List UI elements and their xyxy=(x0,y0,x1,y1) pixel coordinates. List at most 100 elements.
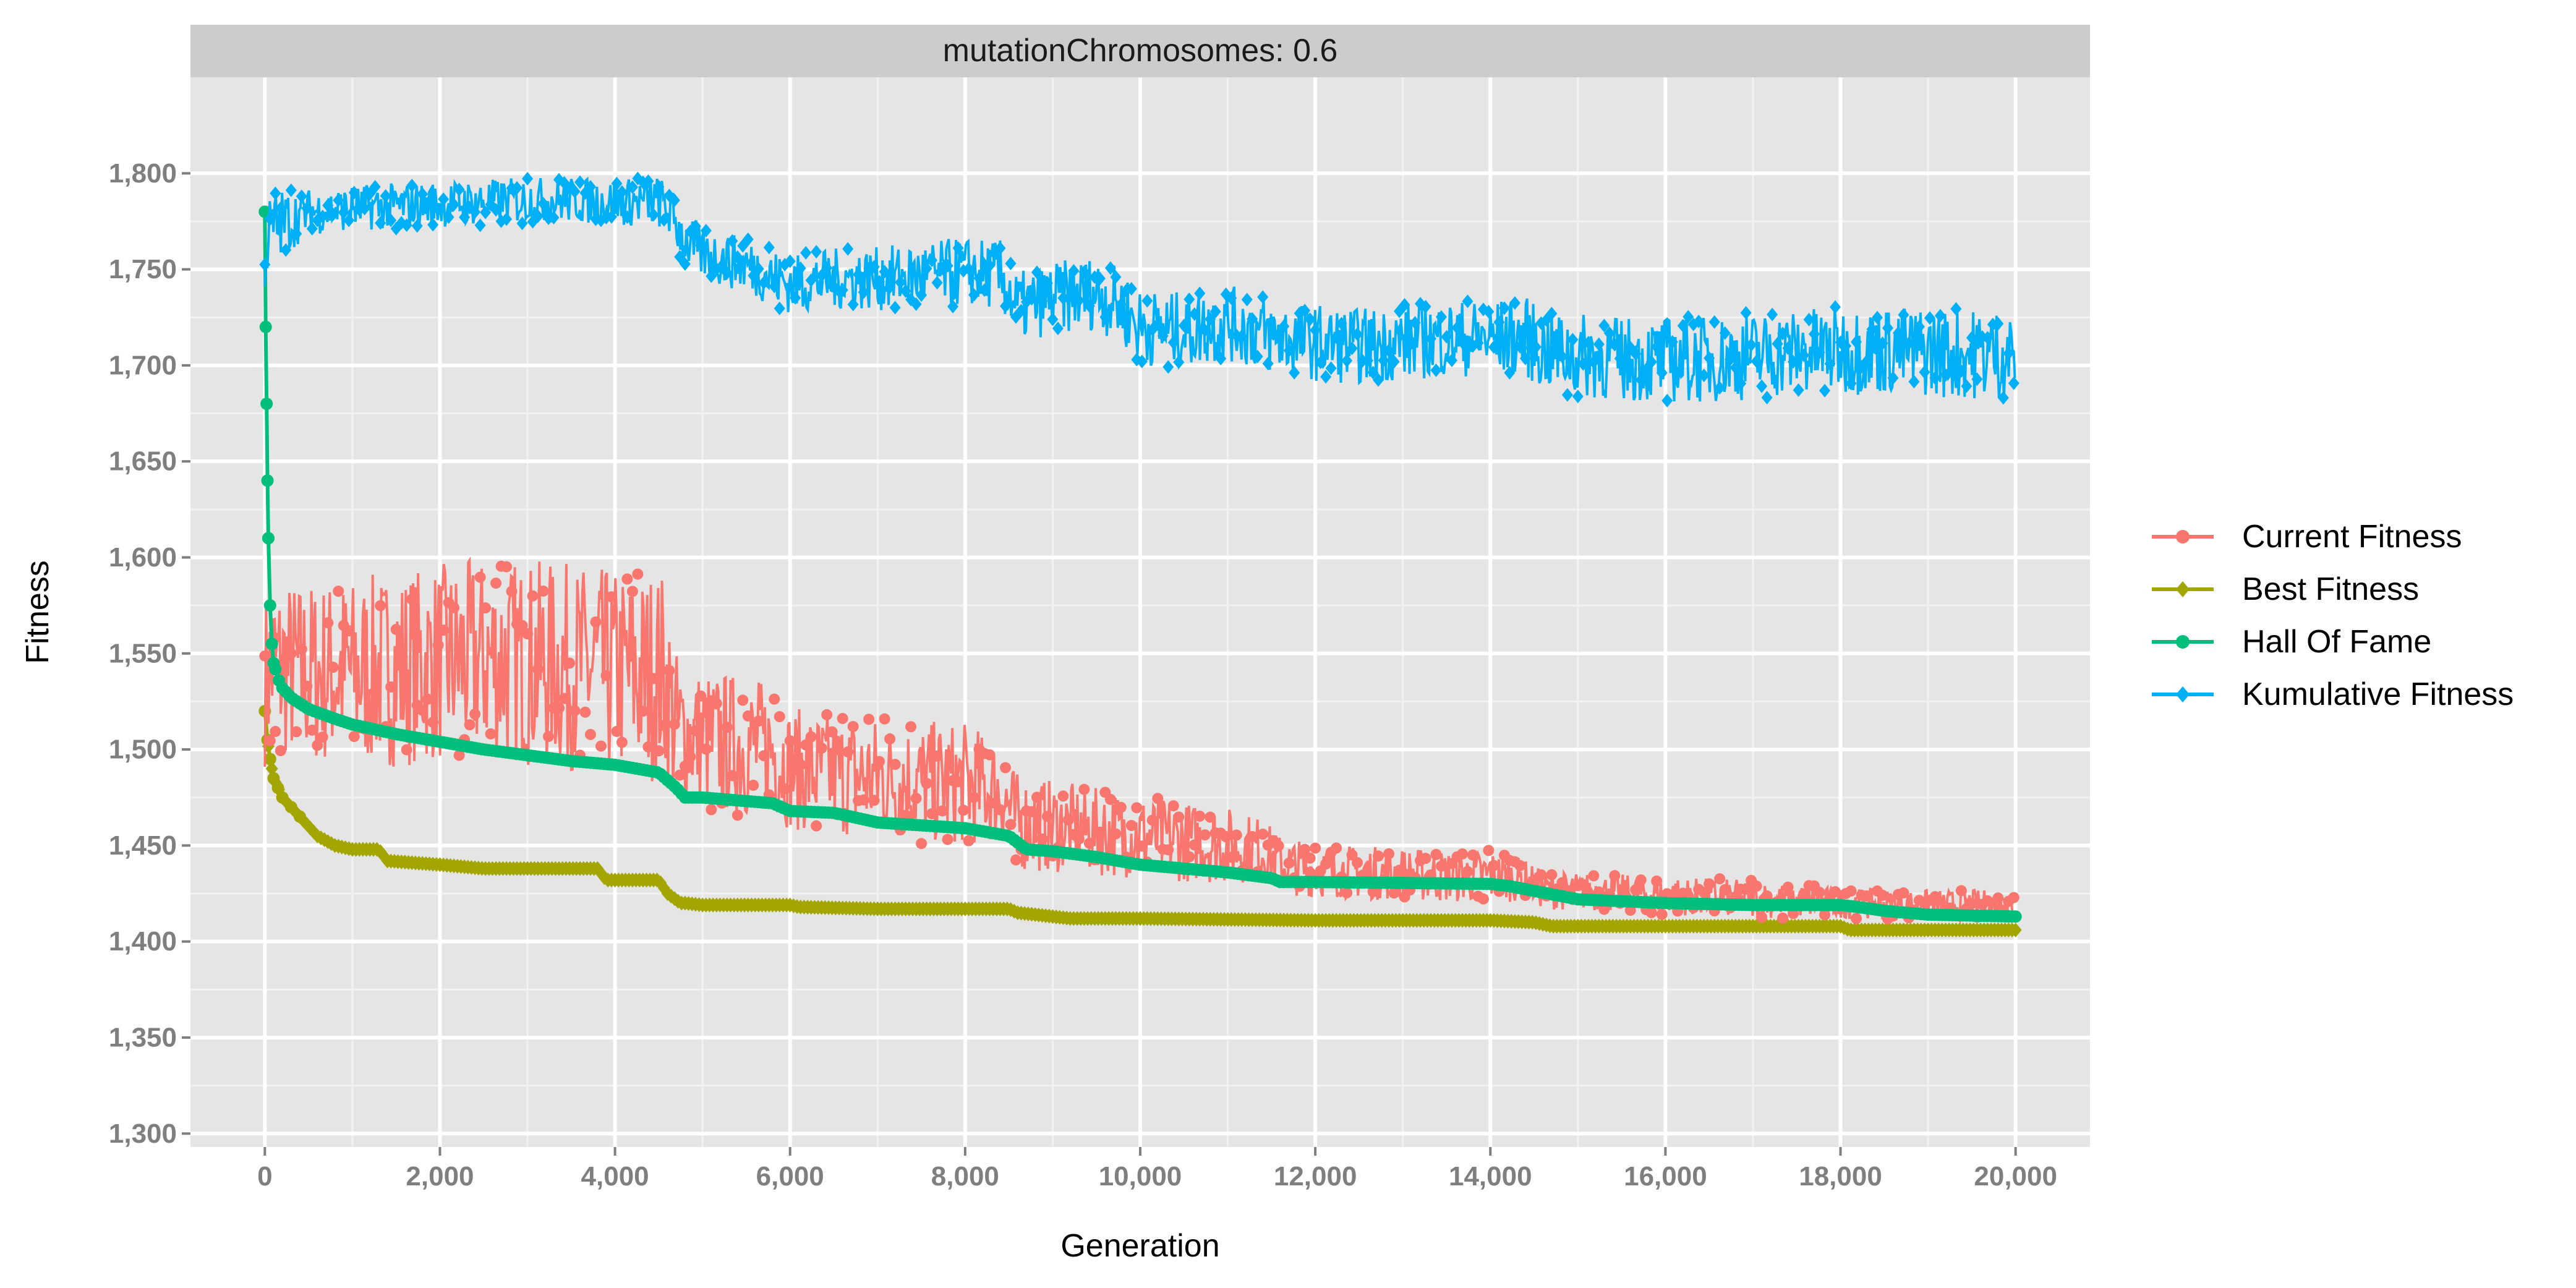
data-point xyxy=(1572,390,1584,404)
data-point xyxy=(338,205,349,220)
data-point xyxy=(438,192,450,207)
data-point xyxy=(952,776,964,788)
data-point xyxy=(1603,326,1615,340)
x-tick-label: 20,000 xyxy=(1974,1161,2057,1192)
data-point xyxy=(1908,375,1920,389)
data-point xyxy=(1367,886,1379,898)
data-point xyxy=(816,742,827,754)
data-point xyxy=(1651,339,1663,354)
data-point xyxy=(1236,329,1248,343)
data-point xyxy=(522,628,534,640)
data-point xyxy=(1725,352,1736,367)
data-point xyxy=(1866,322,1878,336)
data-point xyxy=(380,189,391,203)
data-point xyxy=(653,179,665,194)
data-point xyxy=(779,783,791,795)
data-point xyxy=(1882,321,1893,335)
data-point xyxy=(301,201,313,215)
data-point xyxy=(837,283,848,297)
data-point xyxy=(611,176,623,190)
data-point xyxy=(937,805,949,817)
data-point xyxy=(1257,290,1269,304)
data-point xyxy=(1830,886,1841,898)
data-point xyxy=(1772,337,1783,351)
data-point xyxy=(1310,842,1321,854)
data-point xyxy=(1546,869,1558,881)
data-point xyxy=(774,711,785,723)
x-tick-label: 0 xyxy=(257,1161,272,1192)
data-point xyxy=(1767,307,1778,322)
data-point xyxy=(301,680,313,692)
data-point xyxy=(522,171,534,186)
data-point xyxy=(611,725,623,737)
data-point xyxy=(1824,357,1836,371)
data-point xyxy=(1898,887,1909,899)
data-point xyxy=(375,600,386,612)
data-point xyxy=(1378,353,1389,367)
data-point xyxy=(385,681,397,693)
data-point xyxy=(1509,296,1520,310)
data-point xyxy=(417,187,429,201)
data-point xyxy=(1062,814,1074,825)
data-point xyxy=(427,218,439,232)
data-point xyxy=(1845,885,1857,897)
data-point xyxy=(1546,307,1558,321)
data-point xyxy=(1913,320,1925,334)
data-point xyxy=(721,722,733,733)
data-point xyxy=(1110,828,1122,840)
y-tick-label: 1,400 xyxy=(109,926,177,957)
data-point xyxy=(1041,811,1053,822)
data-point xyxy=(926,253,938,267)
legend-label: Hall Of Fame xyxy=(2242,624,2431,660)
data-point xyxy=(668,719,680,730)
data-point xyxy=(1110,270,1122,284)
data-point xyxy=(1798,889,1810,900)
data-point xyxy=(516,620,528,631)
data-point xyxy=(900,284,911,298)
data-point xyxy=(842,746,854,758)
data-point xyxy=(443,210,454,224)
data-point xyxy=(758,276,770,290)
data-point xyxy=(653,745,665,757)
data-point xyxy=(285,647,297,659)
legend: Current Fitness Best Fitness Hall Of Fame K… xyxy=(2152,519,2514,712)
data-point xyxy=(968,288,980,302)
data-point xyxy=(700,743,712,755)
data-point xyxy=(1588,870,1600,882)
data-point xyxy=(1666,335,1678,349)
data-point xyxy=(348,186,360,200)
data-point xyxy=(942,834,953,845)
data-point xyxy=(369,180,381,194)
data-point xyxy=(1031,265,1043,279)
data-point xyxy=(1083,837,1095,849)
data-point xyxy=(905,721,917,733)
data-point xyxy=(490,578,502,589)
data-point xyxy=(1162,844,1174,856)
data-point xyxy=(264,212,276,226)
data-point xyxy=(1388,355,1400,369)
data-point xyxy=(1708,315,1720,329)
data-point xyxy=(947,299,959,313)
data-point xyxy=(1514,859,1526,871)
data-point xyxy=(296,189,307,203)
data-point xyxy=(322,198,334,213)
data-point xyxy=(558,693,570,704)
legend-item: Hall Of Fame xyxy=(2152,624,2431,660)
data-point xyxy=(1645,355,1657,369)
data-point xyxy=(668,193,680,207)
series-line xyxy=(263,176,2016,402)
data-point xyxy=(453,182,465,197)
data-point xyxy=(800,739,812,751)
data-point xyxy=(261,474,274,487)
data-point xyxy=(1793,383,1804,397)
data-point xyxy=(758,750,770,762)
data-point xyxy=(317,210,328,224)
data-point xyxy=(1173,811,1185,823)
data-point xyxy=(1157,329,1169,343)
data-point xyxy=(1435,310,1447,324)
data-point xyxy=(401,218,412,232)
data-point xyxy=(1871,310,1883,325)
data-point xyxy=(1830,300,1841,314)
data-point xyxy=(285,183,297,197)
data-point xyxy=(626,180,638,194)
